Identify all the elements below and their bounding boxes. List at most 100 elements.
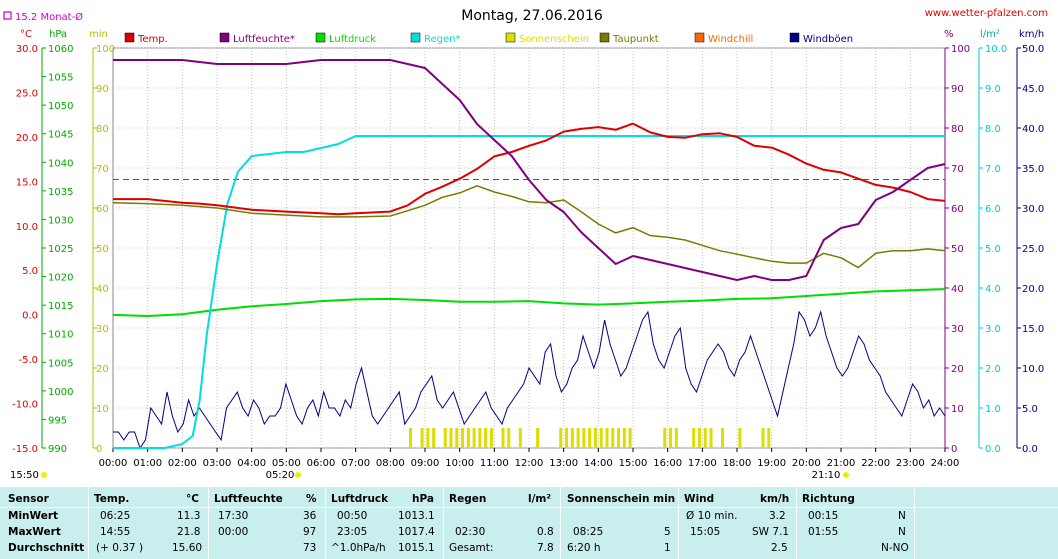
sunshine-bar bbox=[432, 428, 436, 448]
min-hum-value: 36 bbox=[303, 510, 317, 522]
pressure-axis-tick: 1030 bbox=[48, 215, 73, 226]
sunshine-bar bbox=[663, 428, 667, 448]
sunshine-bar bbox=[709, 428, 713, 448]
sunshine-bar bbox=[409, 428, 413, 448]
max-sun-value: 5 bbox=[664, 526, 671, 538]
x-axis-tick: 24:00 bbox=[931, 458, 960, 469]
sunshine-bar bbox=[692, 428, 696, 448]
x-axis-tick: 05:00 bbox=[272, 458, 301, 469]
pressure-axis-tick: 1045 bbox=[48, 130, 73, 141]
avg-wind-value: 2.5 bbox=[771, 542, 788, 554]
legend-swatch bbox=[599, 32, 610, 43]
x-axis-tick: 16:00 bbox=[653, 458, 682, 469]
max-wind-time: 15:05 bbox=[690, 526, 721, 538]
pressure-axis-tick: 1025 bbox=[48, 244, 73, 255]
col-divider bbox=[678, 487, 679, 559]
min-press-time: 00:50 bbox=[337, 510, 368, 522]
rain-axis-tick: 5.0 bbox=[985, 244, 1001, 255]
rain-axis-tick: 6.0 bbox=[985, 204, 1001, 215]
sunset-time: 21:10 bbox=[812, 470, 841, 481]
sun-total-time: 6:20 h bbox=[567, 542, 601, 554]
sunshine-bar bbox=[466, 428, 470, 448]
humidity-axis-tick: 0 bbox=[951, 444, 957, 455]
legend-label: Taupunkt bbox=[612, 34, 659, 45]
humidity-axis-tick: 10 bbox=[951, 404, 964, 415]
sun-axis-tick: 70 bbox=[96, 164, 109, 175]
sun-axis-tick: 30 bbox=[96, 324, 109, 335]
sunshine-bar bbox=[674, 428, 678, 448]
x-axis-tick: 02:00 bbox=[168, 458, 197, 469]
max-press-value: 1017.4 bbox=[398, 526, 435, 538]
temp-axis-tick: 25.0 bbox=[16, 88, 38, 99]
humidity-axis-tick: 30 bbox=[951, 324, 964, 335]
x-axis-tick: 18:00 bbox=[723, 458, 752, 469]
rain-axis-tick: 1.0 bbox=[985, 404, 1001, 415]
humidity-axis-tick: 100 bbox=[951, 44, 970, 55]
temp-axis-tick: 5.0 bbox=[22, 266, 38, 277]
right-axes: 100908070605040302010010.09.08.07.06.05.… bbox=[944, 44, 1044, 455]
chart-title: Montag, 27.06.2016 bbox=[461, 8, 603, 24]
legend-swatch bbox=[219, 32, 230, 43]
sunshine-bar bbox=[582, 428, 586, 448]
sunshine-bar bbox=[697, 428, 701, 448]
x-axis-tick: 09:00 bbox=[411, 458, 440, 469]
rain-axis-tick: 2.0 bbox=[985, 364, 1001, 375]
avg-press-value: 1015.1 bbox=[398, 542, 435, 554]
rain-axis-tick: 8.0 bbox=[985, 124, 1001, 135]
sunshine-bar bbox=[761, 428, 765, 448]
avg-hum-value: 73 bbox=[303, 542, 317, 554]
humidity-axis-tick: 90 bbox=[951, 84, 964, 95]
wind-axis-tick: 15.0 bbox=[1022, 324, 1044, 335]
grid bbox=[113, 47, 945, 449]
sunshine-bar bbox=[536, 428, 540, 448]
sunshine-bar bbox=[507, 428, 511, 448]
legend-swatch bbox=[410, 32, 421, 43]
max-hum-time: 00:00 bbox=[218, 526, 249, 538]
sunshine-bar bbox=[443, 428, 447, 448]
sunshine-bar bbox=[426, 428, 430, 448]
header-pressure-unit: hPa bbox=[412, 493, 434, 505]
series-line-luftfeuchte bbox=[113, 59, 946, 281]
legend-label: Temp. bbox=[137, 34, 168, 45]
max-temp-time: 14:55 bbox=[100, 526, 131, 538]
pressure-axis-tick: 1035 bbox=[48, 187, 73, 198]
sunshine-bar bbox=[721, 428, 725, 448]
sun-axis-tick: 90 bbox=[96, 84, 109, 95]
col-divider bbox=[796, 487, 797, 559]
pressure-axis-tick: 1010 bbox=[48, 330, 73, 341]
legend-label: Windböen bbox=[803, 34, 853, 45]
sunshine-bar bbox=[605, 428, 609, 448]
website-link[interactable]: www.wetter-pfalzen.com bbox=[925, 8, 1048, 19]
max-dir-time: 01:55 bbox=[808, 526, 839, 538]
pressure-axis-tick: 1060 bbox=[48, 44, 73, 55]
wind-axis-tick: 10.0 bbox=[1022, 364, 1044, 375]
row-label-min: MinWert bbox=[8, 510, 59, 522]
header-rain: Regen bbox=[449, 493, 487, 505]
monthly-avg-label: 15.2 Monat-Ø bbox=[15, 11, 83, 23]
x-axis-tick: 08:00 bbox=[376, 458, 405, 469]
rain-axis-tick: 10.0 bbox=[985, 44, 1007, 55]
col-divider bbox=[560, 487, 561, 559]
pressure-axis-tick: 1055 bbox=[48, 73, 73, 84]
sunshine-bar bbox=[559, 428, 563, 448]
min-dir-time: 00:15 bbox=[808, 510, 839, 522]
sunshine-bar bbox=[570, 428, 574, 448]
max-wind-value: SW 7.1 bbox=[752, 526, 790, 538]
humidity-axis-tick: 80 bbox=[951, 124, 964, 135]
col-divider bbox=[914, 487, 915, 559]
wind-axis-tick: 20.0 bbox=[1022, 284, 1044, 295]
wind-axis-tick: 40.0 bbox=[1022, 124, 1044, 135]
sunshine-bar bbox=[455, 428, 459, 448]
left-time-label: 15:50 bbox=[10, 470, 39, 481]
header-humidity: Luftfeuchte bbox=[214, 493, 283, 505]
header-wind-unit: km/h bbox=[760, 493, 790, 505]
x-axis-tick: 20:00 bbox=[792, 458, 821, 469]
sunshine-bar bbox=[501, 428, 505, 448]
sunshine-bar bbox=[588, 428, 592, 448]
x-axis-tick: 06:00 bbox=[307, 458, 336, 469]
sun-avg-value: 1 bbox=[664, 542, 671, 554]
legend: Temp. Luftfeuchte* Luftdruck Regen* Sonnensc… bbox=[124, 32, 853, 45]
legend-label: Luftfeuchte* bbox=[233, 34, 295, 45]
weather-chart: Montag, 27.06.2016 www.wetter-pfalzen.co… bbox=[3, 8, 1048, 481]
pressure-axis-tick: 1005 bbox=[48, 358, 73, 369]
